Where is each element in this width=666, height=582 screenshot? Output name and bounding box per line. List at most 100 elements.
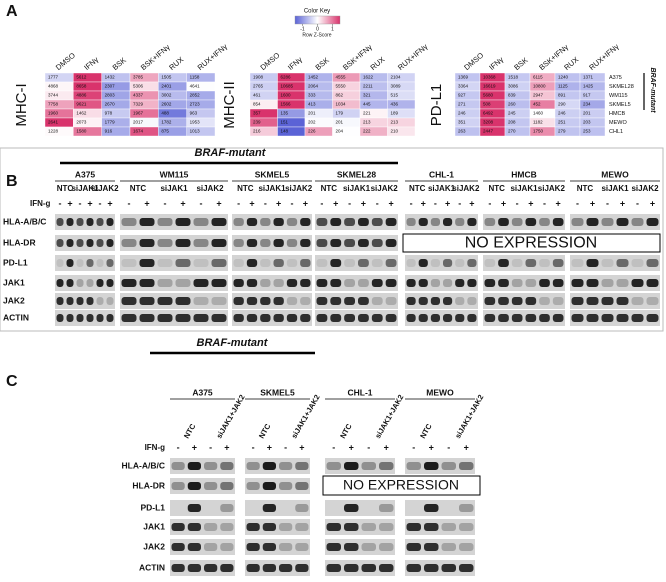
band <box>262 564 276 572</box>
ifn-sign: - <box>636 198 639 208</box>
ifn-sign: + <box>224 442 229 452</box>
cell-value: 10685 <box>281 84 294 89</box>
band <box>344 314 355 322</box>
cell-value: 515 <box>391 93 399 98</box>
cell-value: 204 <box>336 129 344 134</box>
band <box>571 259 584 267</box>
protein-label: JAK2 <box>143 541 165 551</box>
band <box>511 279 523 287</box>
band <box>406 314 416 322</box>
condition-label: siJAK1 <box>160 184 188 193</box>
band <box>157 297 173 305</box>
row-label: HMCB <box>609 111 626 117</box>
cell-value: 2641 <box>48 120 59 125</box>
band <box>157 218 173 226</box>
cell-value: 6286 <box>281 75 292 80</box>
ifn-sign: + <box>388 198 393 208</box>
band <box>631 279 644 287</box>
band <box>76 297 84 305</box>
band <box>193 297 209 305</box>
condition-label: siJAK2 <box>371 184 399 193</box>
cell-value: 260 <box>508 102 516 107</box>
band <box>467 259 477 267</box>
band <box>273 259 284 267</box>
blot-strip <box>232 293 312 309</box>
column-label: RUX <box>167 55 185 72</box>
band <box>484 218 496 226</box>
cell-value: 4337 <box>133 93 144 98</box>
band <box>76 218 84 226</box>
column-label: IFNγ <box>487 55 505 72</box>
band <box>441 543 456 551</box>
band <box>233 239 244 247</box>
cell-value: 2401 <box>161 84 172 89</box>
panel-label: B <box>6 173 18 190</box>
column-label: RUX+IFNγ <box>396 42 430 72</box>
band <box>187 523 201 531</box>
ifn-sign: + <box>303 198 308 208</box>
cell-value: 891 <box>558 93 566 98</box>
cell-value: 1960 <box>48 111 59 116</box>
cell-value: 963 <box>190 111 198 116</box>
band <box>330 279 342 287</box>
cell-value: 1580 <box>76 129 87 134</box>
cell-value: 2307 <box>105 84 116 89</box>
band <box>96 279 104 287</box>
band <box>316 297 328 305</box>
band <box>220 543 234 551</box>
band <box>233 259 244 267</box>
condition-label: NTC <box>338 422 354 440</box>
cell-value: 179 <box>336 111 344 116</box>
heatmap-cell <box>579 126 606 137</box>
cell-value: 839 <box>508 93 516 98</box>
band <box>379 462 394 470</box>
cell-value: 3089 <box>391 84 402 89</box>
row-label: CHL1 <box>609 129 623 135</box>
cell-value: 263 <box>458 129 466 134</box>
protein-label: HLA-A/B/C <box>122 460 165 470</box>
protein-label: ACTIN <box>3 312 29 322</box>
column-label: IFNγ <box>286 55 304 72</box>
band <box>66 279 74 287</box>
blot-strip <box>315 214 398 230</box>
ifn-sign: + <box>590 198 595 208</box>
cell-value: 246 <box>458 111 466 116</box>
band <box>459 504 474 512</box>
band <box>441 462 456 470</box>
cell-value: 413 <box>308 102 316 107</box>
color-key-tick-label: 0 <box>316 26 319 32</box>
protein-label: HLA-A/B/C <box>3 216 46 226</box>
band <box>273 279 284 287</box>
group-label: WM115 <box>160 169 189 179</box>
cell-value: 5680 <box>483 93 494 98</box>
row-label: WM115 <box>609 93 628 99</box>
band <box>443 259 453 267</box>
band <box>406 523 421 531</box>
cell-value: 2017 <box>133 120 144 125</box>
condition-label: siJAK2 <box>196 184 224 193</box>
band <box>385 297 397 305</box>
band <box>157 239 173 247</box>
cell-value: 488 <box>161 111 169 116</box>
blot-strip <box>245 478 310 494</box>
color-key-tick-label: 1 <box>331 26 334 32</box>
band <box>498 279 509 287</box>
band <box>406 297 416 305</box>
group-label: CHL-1 <box>429 169 454 179</box>
band <box>233 297 244 305</box>
panel-b-frame <box>0 147 664 332</box>
band <box>525 314 537 322</box>
condition-label: siJAK1+JAK2 <box>289 393 321 440</box>
band <box>455 297 465 305</box>
band <box>443 297 453 305</box>
band <box>86 259 94 267</box>
ifn-sign: + <box>429 442 434 452</box>
cell-value: 1505 <box>161 75 172 80</box>
ifn-sign: + <box>107 198 112 208</box>
blot-strip <box>170 500 235 516</box>
band <box>96 218 104 226</box>
band <box>171 482 185 490</box>
band <box>187 543 201 551</box>
band <box>571 279 584 287</box>
blot-strip <box>232 235 312 251</box>
